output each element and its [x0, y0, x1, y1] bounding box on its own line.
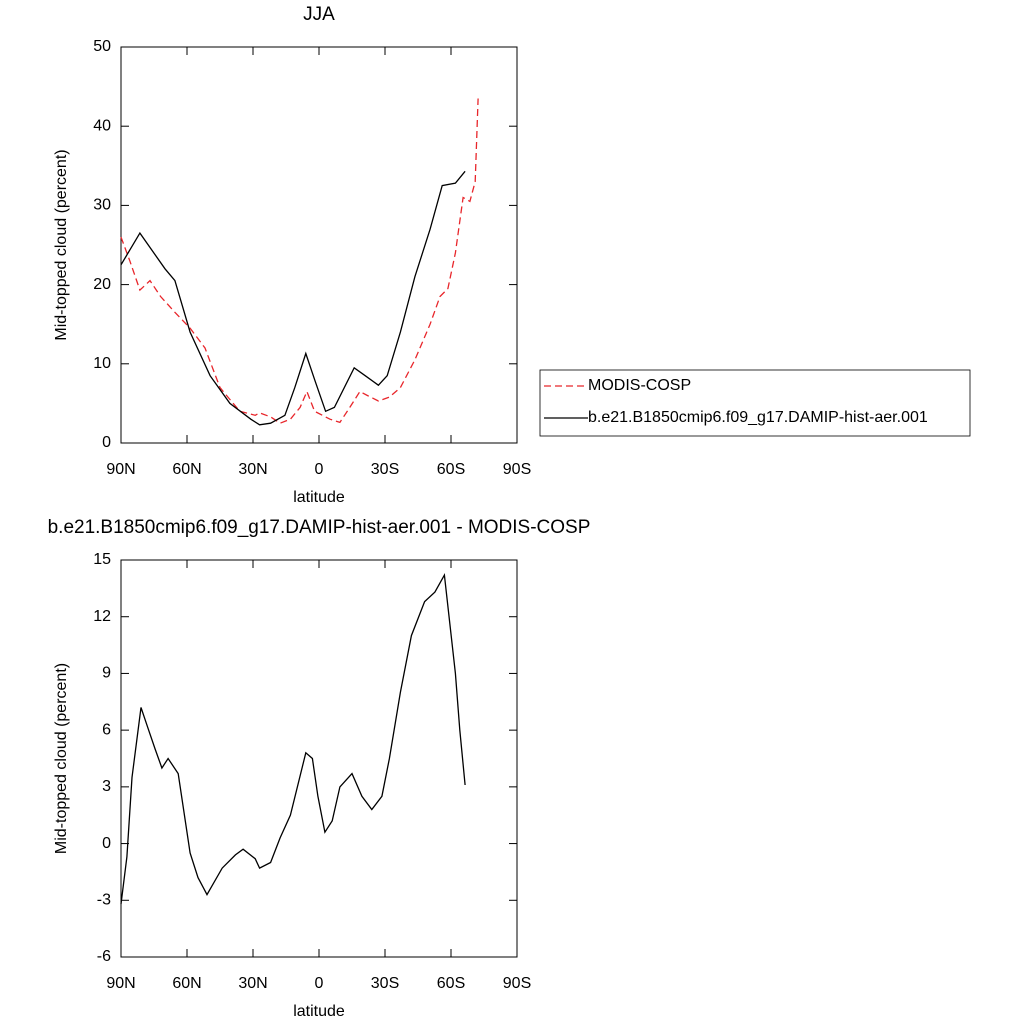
x-tick-label: 30S — [371, 461, 399, 478]
x-tick-label: 60N — [172, 461, 201, 478]
x-tick-label: 0 — [315, 461, 324, 478]
x-tick-label: 30N — [238, 975, 267, 992]
x-tick-label: 90N — [106, 975, 135, 992]
y-tick-label: 30 — [93, 197, 111, 214]
x-tick-label: 30S — [371, 975, 399, 992]
data-line — [120, 98, 479, 424]
x-tick-label: 90N — [106, 461, 135, 478]
y-tick-label: 12 — [93, 608, 111, 625]
y-tick-label: 15 — [93, 551, 111, 568]
y-tick-label: -3 — [97, 892, 111, 909]
y-tick-label: 3 — [102, 778, 111, 795]
y-tick-label: 50 — [93, 38, 111, 55]
y-tick-label: 0 — [102, 835, 111, 852]
y-tick-label: 20 — [93, 276, 111, 293]
x-tick-label: 60N — [172, 975, 201, 992]
y-axis-label: Mid-topped cloud (percent) — [53, 149, 70, 340]
x-tick-label: 30N — [238, 461, 267, 478]
data-line — [120, 573, 466, 905]
legend-label: MODIS-COSP — [588, 377, 691, 394]
plot-frame — [120, 559, 518, 958]
x-tick-label: 90S — [503, 975, 531, 992]
x-tick-label: 0 — [315, 975, 324, 992]
legend-label: b.e21.B1850cmip6.f09_g17.DAMIP-hist-aer.… — [588, 409, 928, 426]
x-axis-label: latitude — [293, 1003, 345, 1020]
y-tick-label: -6 — [97, 948, 111, 965]
x-tick-label: 90S — [503, 461, 531, 478]
data-line — [120, 170, 466, 426]
y-tick-label: 9 — [102, 665, 111, 682]
x-axis-label: latitude — [293, 489, 345, 506]
legend-box — [539, 369, 971, 437]
y-axis-label: Mid-topped cloud (percent) — [53, 663, 70, 854]
chart-title: b.e21.B1850cmip6.f09_g17.DAMIP-hist-aer.… — [48, 517, 591, 538]
y-tick-label: 0 — [102, 434, 111, 451]
x-tick-label: 60S — [437, 461, 465, 478]
y-tick-label: 40 — [93, 117, 111, 134]
x-tick-label: 60S — [437, 975, 465, 992]
chart-title: JJA — [303, 4, 335, 25]
plot-frame — [120, 46, 518, 444]
y-tick-label: 6 — [102, 721, 111, 738]
y-tick-label: 10 — [93, 355, 111, 372]
